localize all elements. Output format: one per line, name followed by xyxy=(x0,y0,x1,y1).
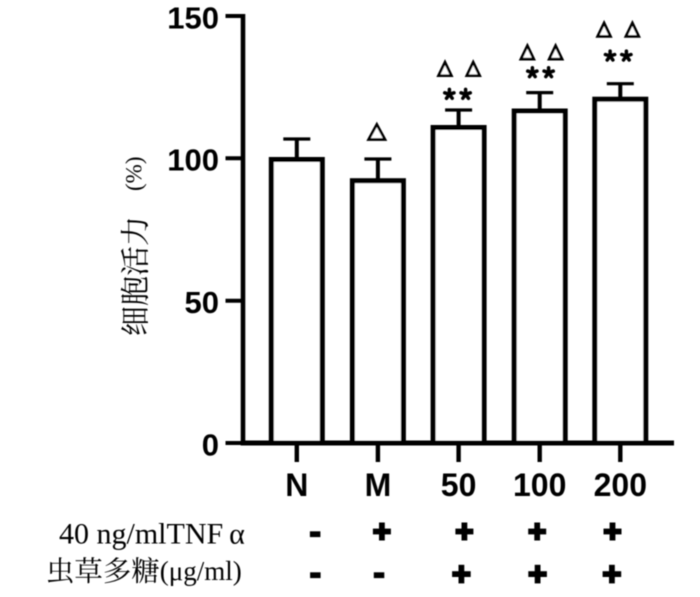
svg-text:(%): (%) xyxy=(121,157,146,191)
svg-text:40 ng/mlTNF α: 40 ng/mlTNF α xyxy=(59,518,245,551)
svg-text:150: 150 xyxy=(167,0,219,35)
svg-text:50: 50 xyxy=(441,467,477,503)
svg-text:50: 50 xyxy=(185,285,219,320)
svg-text:200: 200 xyxy=(594,467,647,503)
svg-text:100: 100 xyxy=(513,467,566,503)
svg-text:0: 0 xyxy=(202,427,219,462)
svg-text:(μg/ml): (μg/ml) xyxy=(160,556,242,586)
svg-text:M: M xyxy=(365,467,392,503)
svg-text:N: N xyxy=(285,467,308,503)
svg-text:100: 100 xyxy=(167,143,219,178)
